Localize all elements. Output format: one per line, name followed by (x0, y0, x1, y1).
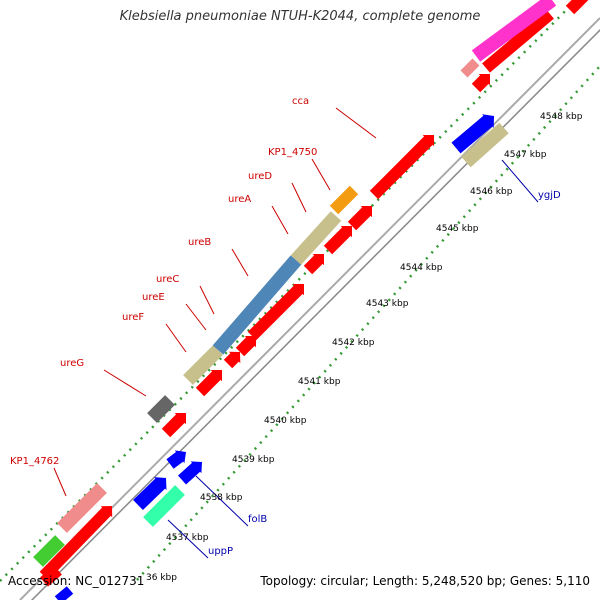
tick-label-4545: 4545 kbp (436, 224, 479, 234)
gene-block-ygjd (461, 122, 509, 168)
gene-block-ureg (329, 185, 359, 215)
tick-layer: 36 kbp 4537 kbp 4538 kbp 4539 kbp 4540 kbp 45… (146, 112, 583, 583)
gene-label-kp1-4762: KP1_4762 (10, 456, 59, 467)
gene-label-kp1-4750: KP1_4750 (268, 147, 317, 158)
cds-arrow-folb (178, 461, 202, 485)
tick-label-4539: 4539 kbp (232, 455, 275, 465)
gene-block-green (33, 535, 65, 567)
leader-line-ureg (103, 369, 147, 397)
gene-label-uppp: uppP (208, 546, 233, 557)
gene-block-kp1-4750 (147, 395, 175, 423)
cds-arrow-ured (195, 370, 222, 397)
gene-label-ured: ureD (248, 171, 272, 182)
cds-arrow-folb-2 (166, 450, 186, 469)
tick-label-4537: 4537 kbp (166, 533, 209, 543)
gene-block-uree-f (290, 211, 342, 265)
leader-line-kp1-4750 (311, 158, 331, 191)
label-layer: cca KP1_4750 ureD ureA ureB ureC ureE ureF ureG K… (10, 96, 561, 559)
cds-arrow-uppp (133, 477, 167, 510)
leader-line-ured (291, 182, 307, 213)
cds-arrow-cca (39, 506, 113, 581)
cds-arrow-ureb (235, 336, 256, 357)
tick-label-4546: 4546 kbp (470, 187, 513, 197)
tick-label-4540: 4540 kbp (264, 416, 307, 426)
feature-layer (33, 0, 589, 600)
gene-label-uref: ureF (122, 312, 144, 323)
cds-arrow-urea (223, 351, 241, 369)
topology-text: Topology: circular; Length: 5,248,520 bp… (260, 574, 590, 588)
cds-arrow-uree (303, 254, 324, 275)
gene-block-urea-b-c (212, 255, 302, 355)
gene-label-ureb: ureB (188, 237, 211, 248)
leader-line-uref (165, 323, 187, 353)
cds-arrow-ureg (347, 206, 372, 231)
gene-block-cca (57, 483, 107, 533)
gene-block-lower (40, 565, 62, 587)
tick-label-4548: 4548 kbp (540, 112, 583, 122)
gene-label-cca: cca (292, 96, 309, 107)
gene-block-ured (183, 345, 223, 385)
gene-label-folb: folB (248, 514, 267, 525)
gene-label-urea: ureA (228, 194, 251, 205)
tick-label-4542: 4542 kbp (332, 338, 375, 348)
gene-block-uppp (143, 485, 185, 527)
gene-label-uree: ureE (142, 292, 165, 303)
gene-label-urec: ureC (156, 274, 179, 285)
cds-arrow-ygjd (451, 114, 494, 154)
backbone-line-outer (19, 17, 600, 600)
cds-arrow-uref (323, 226, 352, 255)
tick-label-4536: 36 kbp (146, 573, 177, 583)
inner-tick-row (136, 65, 600, 581)
tick-label-4543: 4543 kbp (366, 299, 409, 309)
cds-arrow-urec (247, 284, 304, 341)
leader-line-kp1-4762 (53, 467, 67, 497)
map-title: Klebsiella pneumoniae NTUH-K2044, comple… (119, 9, 481, 24)
leader-line-ureb (231, 248, 249, 277)
gene-block-pink-light (460, 58, 480, 78)
tick-label-4544: 4544 kbp (400, 263, 443, 273)
tick-label-4541: 4541 kbp (298, 377, 341, 387)
leader-line-uree (185, 303, 207, 331)
cds-arrow-kp1-4750 (161, 413, 186, 438)
leader-line-ygjd (501, 159, 539, 203)
gene-label-ygjd: ygjD (538, 190, 561, 201)
leader-line-folb (195, 475, 249, 527)
leader-line-cca (335, 107, 377, 139)
gene-label-ureg: ureG (60, 358, 84, 369)
leader-line-urea (271, 205, 289, 235)
gene-block-pink (471, 0, 557, 62)
accession-text: Accession: NC_012731 (8, 574, 145, 588)
leader-line-urec (199, 285, 215, 315)
cds-arrow-kp1-4762 (369, 135, 434, 200)
leader-line-uppp (167, 519, 209, 559)
cds-arrow-bottom (54, 586, 74, 600)
cds-arrow-top-2 (482, 9, 554, 73)
cds-arrow-top-1 (471, 74, 490, 93)
tick-label-4538: 4538 kbp (200, 493, 243, 503)
backbone-line-inner (30, 28, 600, 600)
gene-block-top-red (565, 0, 589, 15)
tick-label-4547: 4547 kbp (504, 150, 547, 160)
